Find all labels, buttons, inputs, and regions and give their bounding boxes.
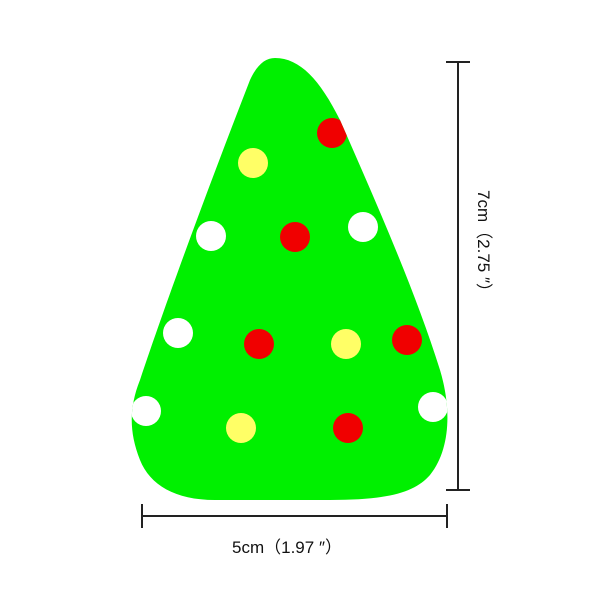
white-dot <box>163 318 193 348</box>
white-dot <box>196 221 226 251</box>
red-dot <box>317 118 347 148</box>
height-label: 7cm（2.75 ″） <box>474 190 493 300</box>
tree <box>131 58 448 500</box>
width-label: 5cm（1.97 ″） <box>232 538 342 557</box>
red-dot <box>280 222 310 252</box>
white-dot <box>418 392 448 422</box>
yellow-dot <box>331 329 361 359</box>
height-dimension: 7cm（2.75 ″） <box>446 61 493 491</box>
red-dot <box>244 329 274 359</box>
yellow-dot <box>226 413 256 443</box>
red-dot <box>333 413 363 443</box>
ornaments <box>131 118 448 443</box>
white-dot <box>131 396 161 426</box>
red-dot <box>392 325 422 355</box>
white-dot <box>348 212 378 242</box>
width-dimension: 5cm（1.97 ″） <box>141 504 448 557</box>
yellow-dot <box>238 148 268 178</box>
